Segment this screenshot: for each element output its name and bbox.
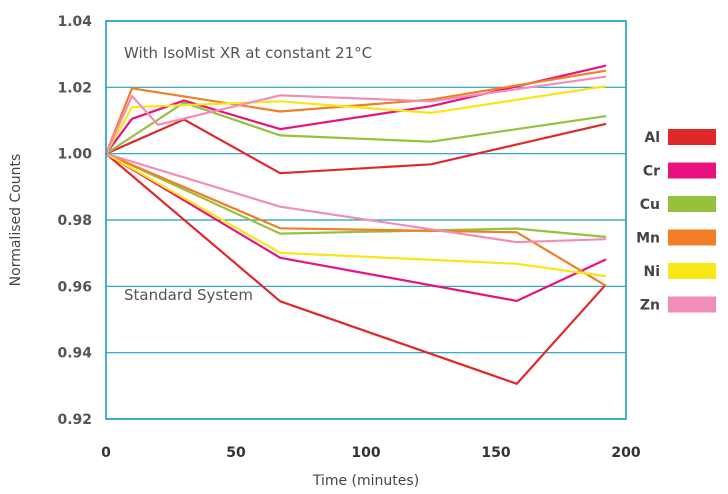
x-tick-labels: 0 50 100 150 200 [101, 445, 641, 461]
x-tick-label: 200 [611, 445, 640, 461]
x-tick-label: 0 [101, 445, 111, 461]
y-tick-label: 0.98 [57, 213, 92, 229]
x-axis-label: Time (minutes) [312, 473, 419, 489]
legend-label-ni: Ni [643, 264, 660, 280]
x-tick-label: 50 [226, 445, 246, 461]
y-tick-label: 0.96 [57, 279, 92, 295]
y-tick-labels: 0.92 0.94 0.96 0.98 1.00 1.02 1.04 [57, 14, 92, 428]
legend-label-cu: Cu [640, 197, 660, 213]
legend-swatch-cu [668, 196, 716, 212]
legend-swatch-cr [668, 162, 716, 179]
series-line-zn [104, 75, 607, 155]
series-line-zn [104, 152, 607, 244]
legend-swatch-zn [668, 296, 716, 313]
legend-swatch-ni [668, 263, 716, 279]
legend-swatch-mn [668, 229, 716, 246]
legend-label-mn: Mn [636, 231, 660, 247]
x-tick-label: 100 [351, 445, 380, 461]
y-tick-label: 1.04 [57, 14, 92, 30]
legend-label-zn: Zn [640, 298, 660, 314]
series-line-cu [104, 101, 607, 155]
series-line-al [104, 152, 607, 385]
y-axis-label: Normalised Counts [8, 154, 24, 287]
y-tick-label: 0.94 [57, 346, 92, 362]
legend: Al Cr Cu Mn Ni Zn [636, 129, 716, 314]
annotation-standard: Standard System [124, 286, 253, 304]
series-line-cr [104, 152, 607, 302]
series-line-al [104, 118, 607, 175]
y-tick-label: 0.92 [57, 412, 92, 428]
y-tick-label: 1.02 [57, 80, 92, 96]
legend-label-cr: Cr [643, 164, 660, 180]
legend-swatch-al [668, 129, 716, 145]
series-line-cr [104, 64, 607, 155]
y-tick-label: 1.00 [57, 147, 92, 163]
series-line-ni [104, 85, 607, 155]
series-lines [104, 64, 607, 385]
x-tick-label: 150 [481, 445, 510, 461]
series-line-mn [104, 69, 607, 155]
series-line-mn [104, 152, 607, 287]
annotation-isomist: With IsoMist XR at constant 21°C [124, 44, 372, 62]
legend-label-al: Al [644, 130, 660, 146]
series-line-ni [104, 152, 607, 278]
plot-frame [105, 20, 627, 420]
